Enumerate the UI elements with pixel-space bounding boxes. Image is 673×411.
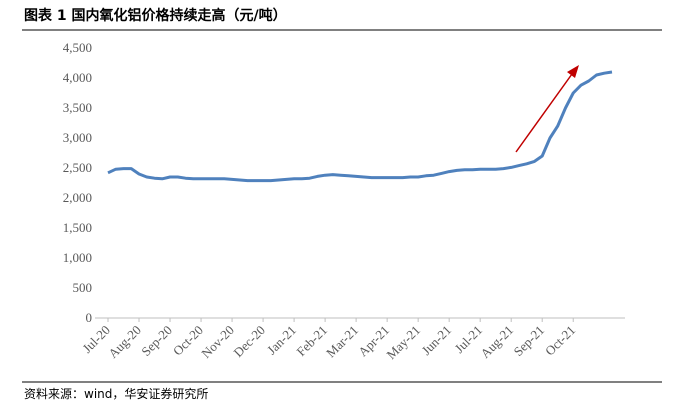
trend-arrow — [515, 73, 573, 153]
source: 资料来源：wind，华安证券研究所 — [24, 386, 208, 401]
x-tick-label: Mar-21 — [323, 322, 361, 360]
x-tick-label: Aug-21 — [477, 322, 516, 361]
y-tick-label: 1,000 — [63, 250, 92, 265]
y-tick-label: 500 — [73, 280, 93, 295]
line — [107, 70, 613, 183]
y-tick-label: 3,500 — [63, 100, 92, 115]
x-tick-label: Feb-21 — [293, 322, 330, 359]
x-tick-label: Jan-21 — [264, 322, 299, 357]
x-tick-label: May-21 — [383, 322, 423, 362]
y-tick-label: 3,000 — [63, 130, 92, 145]
y-tick-label: 1,500 — [63, 220, 92, 235]
x-tick-label: Jun-21 — [418, 322, 454, 358]
x-tick-label: Dec-20 — [230, 322, 268, 360]
x-tick-label: Oct-21 — [542, 322, 578, 358]
y-tick-label: 4,500 — [63, 40, 92, 55]
chart-title: 图表 1 国内氧化铝价格持续走高（元/吨） — [24, 7, 287, 24]
x-tick-label: Sep-21 — [511, 322, 548, 359]
y-tick-label: 2,000 — [63, 190, 92, 205]
y-tick-label: 4,000 — [63, 70, 92, 85]
y-tick-label: 0 — [86, 310, 93, 325]
x-tick-label: Sep-20 — [138, 322, 175, 359]
y-tick-label: 2,500 — [63, 160, 92, 175]
x-tick-label: Nov-20 — [198, 322, 237, 361]
x-tick-label: Aug-20 — [105, 322, 144, 361]
arrow-head — [567, 65, 579, 78]
